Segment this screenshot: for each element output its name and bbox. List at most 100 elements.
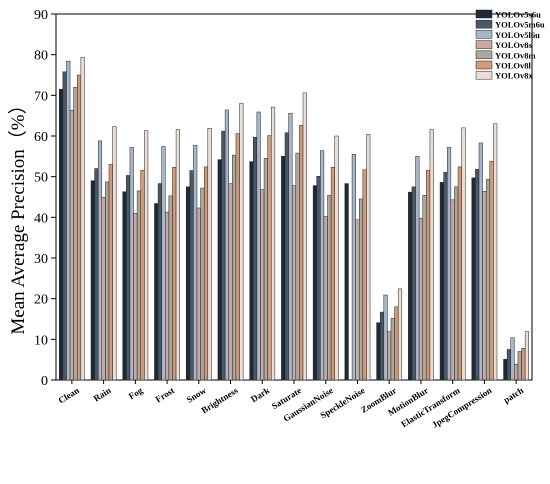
bar-YOLOv8x-Dark [271,106,276,381]
bar-YOLOv5s6u-patch [503,359,508,381]
bar-YOLOv8m-patch [517,351,522,381]
bar-YOLOv8s-Saturate [291,185,297,381]
bar-YOLOv5m6u-GaussianNoise [316,176,321,381]
bar-YOLOv5s6u-ElasticTransform [439,182,444,381]
bar-YOLOv8l-SpeckleNoise [362,169,367,381]
bar-YOLOv5m6u-MotionBlur [411,186,416,381]
bar-YOLOv8x-Rain [112,126,117,381]
bar-YOLOv8m-GaussianNoise [327,195,332,381]
bar-YOLOv5l6u-GaussianNoise [320,150,325,381]
bar-YOLOv5m6u-ElasticTransform [443,171,448,381]
bar-YOLOv5s6u-ZoomBlur [376,322,381,381]
bar-YOLOv8l-Dark [267,135,272,381]
bar-YOLOv5s6u-Snow [185,186,191,381]
legend-label: YOLOv5s6u [495,10,541,20]
legend-swatch [475,60,493,70]
bar-YOLOv8l-patch [521,348,526,381]
bar-YOLOv8l-JpegCompression [489,160,494,381]
bar-YOLOv8x-Snow [207,128,212,381]
bar-YOLOv5m6u-ZoomBlur [379,311,385,381]
legend-swatch [475,50,493,60]
legend-swatch [475,9,493,19]
bar-YOLOv8x-ZoomBlur [397,288,403,381]
bar-YOLOv8m-Frost [168,195,173,381]
bar-YOLOv8x-ElasticTransform [461,127,466,381]
bar-YOLOv5m6u-Fog [126,175,131,381]
bar-YOLOv8m-SpeckleNoise [359,198,364,381]
y-tick-label: 20 [34,293,48,308]
bar-YOLOv5s6u-Saturate [281,156,286,381]
bar-YOLOv8s-Dark [260,189,265,381]
bar-YOLOv5l6u-Frost [161,146,166,381]
bar-YOLOv5m6u-patch [506,349,511,381]
bar-YOLOv8x-Fog [144,130,149,381]
bar-YOLOv8x-GaussianNoise [334,135,339,381]
legend-swatch [475,40,493,49]
bar-YOLOv8s-Fog [133,213,138,381]
bar-YOLOv5s6u-Frost [154,203,159,381]
bar-YOLOv5l6u-Fog [129,147,134,381]
bar-YOLOv8s-Rain [101,197,106,381]
legend-label: YOLOv8x [495,71,534,81]
x-tick-label: Fog [127,385,145,401]
bar-YOLOv8m-Snow [200,187,205,381]
legend-label: YOLOv8l [495,61,532,71]
legend-swatch [475,70,493,80]
bar-YOLOv8s-Brightness [228,183,233,381]
bar-YOLOv8s-Snow [196,207,201,381]
bar-YOLOv8m-Brightness [232,154,237,381]
bar-YOLOv8l-Fog [140,169,145,381]
bar-YOLOv8s-SpeckleNoise [355,219,360,381]
bar-YOLOv5l6u-Brightness [224,109,229,381]
y-tick-label: 0 [41,374,48,389]
bar-YOLOv8x-Clean [80,57,85,381]
bar-YOLOv5l6u-Dark [256,111,261,381]
bar-YOLOv8m-MotionBlur [422,195,427,381]
bar-YOLOv8x-SpeckleNoise [366,134,371,381]
x-tick-label: Brightness [200,385,240,415]
bar-YOLOv5s6u-GaussianNoise [312,185,317,381]
bar-YOLOv8m-ElasticTransform [454,186,459,381]
bar-YOLOv5l6u-patch [510,337,515,381]
y-tick-label: 70 [34,89,48,104]
x-tick-label: patch [502,385,526,405]
bar-YOLOv5s6u-Clean [59,88,64,381]
bar-YOLOv8x-Frost [175,129,180,381]
bar-YOLOv5l6u-Snow [193,145,198,381]
legend-swatch [475,19,493,29]
bar-YOLOv5l6u-Rain [97,140,103,381]
legend-label: YOLOv5m6u [495,20,545,30]
bar-YOLOv5m6u-Snow [189,170,194,381]
bar-YOLOv5s6u-Brightness [217,159,222,381]
bar-YOLOv5m6u-Frost [157,183,162,381]
bar-YOLOv8l-Clean [77,74,82,381]
bar-YOLOv5l6u-Clean [66,60,71,381]
bar-YOLOv5m6u-Clean [62,71,67,381]
bar-YOLOv8x-patch [524,331,529,381]
bar-YOLOv8m-Clean [73,86,78,381]
bar-YOLOv5s6u-SpeckleNoise [344,183,349,381]
bar-YOLOv8l-Brightness [235,133,240,381]
x-tick-label: Snow [185,385,209,405]
bar-YOLOv8s-ZoomBlur [387,331,392,381]
bar-YOLOv5s6u-Dark [249,161,254,381]
x-tick-label: JpegCompression [430,385,493,430]
y-tick-label: 10 [34,333,48,348]
bar-YOLOv8m-ZoomBlur [390,317,395,381]
bar-YOLOv8x-JpegCompression [493,123,498,381]
x-tick-label: Dark [249,385,271,404]
x-tick-label: Clean [57,385,81,405]
x-tick-label: Frost [154,385,177,404]
bar-YOLOv8s-MotionBlur [418,217,423,381]
bar-YOLOv5l6u-ZoomBlur [383,294,388,381]
y-tick-label: 90 [34,8,48,23]
bar-YOLOv5l6u-SpeckleNoise [351,154,356,381]
bar-YOLOv5l6u-ElasticTransform [447,147,452,381]
bar-YOLOv8m-Rain [105,181,110,381]
bar-YOLOv8x-Brightness [239,103,244,381]
bar-YOLOv5m6u-Brightness [221,130,226,381]
bar-YOLOv5l6u-Saturate [288,112,293,381]
bar-YOLOv8s-Clean [69,110,74,381]
bar-YOLOv8l-ElasticTransform [457,166,462,381]
